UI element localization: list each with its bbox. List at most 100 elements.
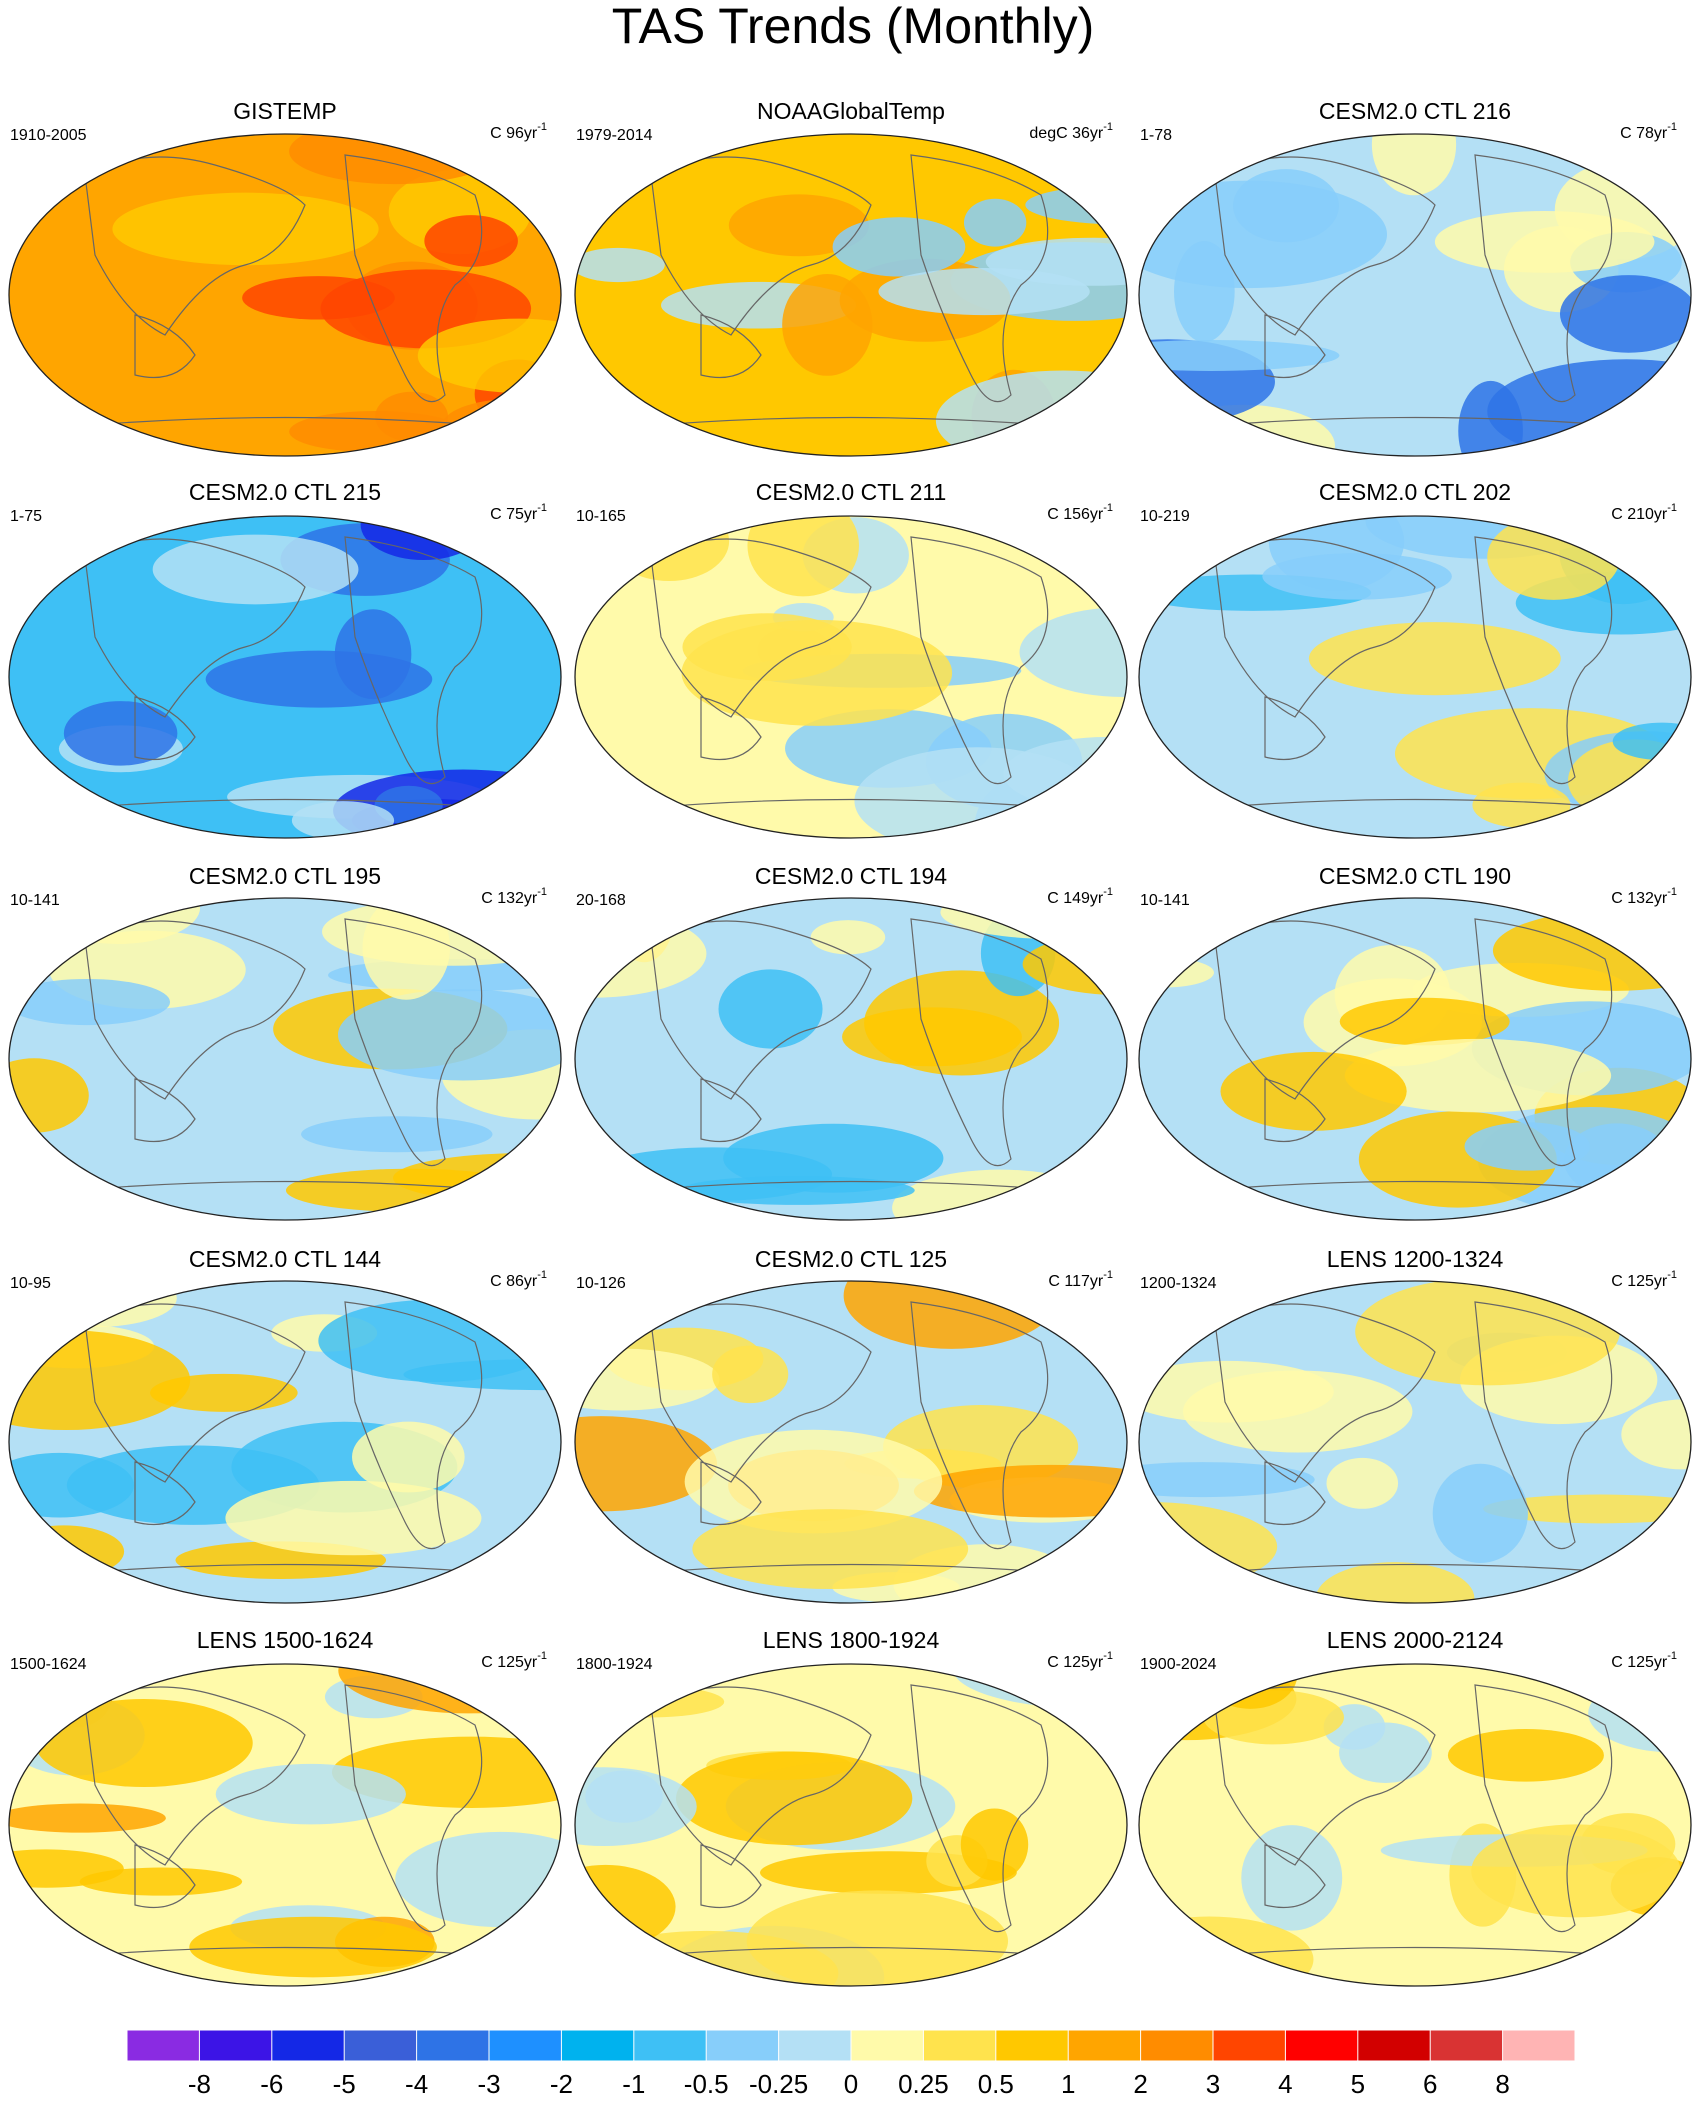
- map-panel: LENS 1500-1624 1500-1624 C 125yr-1: [8, 1627, 562, 1987]
- panel-period: 10-141: [1140, 892, 1190, 909]
- units-text: C 96yr: [490, 125, 538, 142]
- map-shading: [1315, 1562, 1475, 1603]
- map-shading: [395, 1831, 561, 1928]
- colorbar-label: 6: [1423, 2069, 1437, 2099]
- coastline: [1164, 536, 1666, 813]
- panel-title: CESM2.0 CTL 215: [189, 479, 381, 505]
- units-superscript: -1: [537, 502, 547, 514]
- panel-period: 20-168: [576, 892, 626, 909]
- panel-period: 10-141: [10, 892, 60, 909]
- panel-title: CESM2.0 CTL 190: [1319, 863, 1511, 889]
- map-field: [9, 516, 561, 838]
- units-superscript: -1: [1103, 1650, 1113, 1662]
- colorbar-box: [416, 2030, 490, 2061]
- map-panel: CESM2.0 CTL 190 10-141 C 132yr-1: [1138, 863, 1692, 1221]
- map-shading: [35, 1699, 253, 1788]
- map-shading: [225, 1480, 482, 1556]
- units-text: C 132yr: [1611, 890, 1668, 907]
- map-shading: [9, 1803, 166, 1833]
- panel-title: CESM2.0 CTL 211: [756, 479, 946, 505]
- panel-period: 1-75: [10, 508, 42, 525]
- panel-units: C 75yr-1: [490, 502, 547, 523]
- map-shading: [1339, 1722, 1432, 1783]
- map-shading: [575, 1864, 676, 1949]
- colorbar-label: -2: [550, 2069, 573, 2099]
- map-border: [574, 1280, 1128, 1604]
- colorbar: -8 -6 -5 -4 -3 -2 -1 -0.5 -0.25 0 0.25 0.5 1 2 3 4 5 6 8: [126, 2029, 1576, 2099]
- map-shading: [960, 1808, 1029, 1881]
- coastline: [34, 1684, 536, 1961]
- map-shading: [681, 619, 953, 726]
- map-border: [1138, 1663, 1692, 1987]
- map-shading: [352, 1421, 465, 1493]
- colorbar-box: [489, 2030, 562, 2061]
- map-shading: [1139, 1916, 1314, 1986]
- coastline: [1164, 154, 1666, 431]
- colorbar-box: [1140, 2030, 1214, 2061]
- colorbar-label: 5: [1351, 2069, 1365, 2099]
- map-shading: [1139, 543, 1214, 574]
- panel-period: 1-78: [1140, 127, 1172, 144]
- colorbar-label: -4: [405, 2069, 428, 2099]
- colorbar-label: 0: [844, 2069, 858, 2099]
- map-shading: [79, 1867, 243, 1896]
- map-shading: [692, 1509, 969, 1589]
- units-text: C 125yr: [1611, 1654, 1668, 1671]
- map-panel: LENS 2000-2124 1900-2024 C 125yr-1: [1138, 1627, 1692, 1987]
- colorbar-label: 8: [1495, 2069, 1509, 2099]
- map-border: [8, 515, 562, 839]
- units-text: degC 36yr: [1029, 125, 1103, 142]
- panel-units: C 156yr-1: [1047, 502, 1113, 523]
- map-shading: [1434, 210, 1655, 273]
- map-shading: [301, 1116, 493, 1153]
- map-shading: [337, 989, 561, 1081]
- units-text: C 125yr: [1047, 1654, 1104, 1671]
- units-text: C 210yr: [1611, 506, 1668, 523]
- map-field: [9, 134, 561, 456]
- map-shading: [892, 1169, 1109, 1220]
- panel-period: 1910-2005: [10, 127, 87, 144]
- units-superscript: -1: [1103, 502, 1113, 514]
- units-superscript: -1: [1103, 1269, 1113, 1281]
- panel-title: LENS 1800-1924: [763, 1627, 940, 1653]
- map-border: [8, 1280, 562, 1604]
- panel-units: C 132yr-1: [1611, 886, 1677, 907]
- panel-title: GISTEMP: [233, 98, 337, 124]
- colorbar-box: [1357, 2030, 1431, 2061]
- panel-units: C 86yr-1: [490, 1269, 547, 1290]
- map-panel: CESM2.0 CTL 125 10-126 C 117yr-1: [574, 1246, 1128, 1604]
- colorbar-label: -1: [622, 2069, 645, 2099]
- panel-period: 10-95: [10, 1275, 51, 1292]
- map-field: [575, 1664, 1127, 1986]
- map-field: [1139, 516, 1691, 838]
- colorbar-box: [778, 2030, 852, 2061]
- coastline: [600, 1301, 1102, 1578]
- units-superscript: -1: [1667, 886, 1677, 898]
- units-superscript: -1: [1667, 121, 1677, 133]
- map-shading: [1464, 1122, 1590, 1171]
- map-shading: [575, 247, 665, 283]
- units-superscript: -1: [1103, 121, 1113, 133]
- map-shading: [575, 1348, 720, 1411]
- colorbar-box: [851, 2030, 924, 2061]
- figure-title: TAS Trends (Monthly): [612, 0, 1095, 54]
- map-shading: [843, 1281, 1060, 1349]
- colorbar-box: [344, 2030, 418, 2061]
- map-shading: [1344, 1038, 1612, 1113]
- map-panel: CESM2.0 CTL 202 10-219 C 210yr-1: [1138, 479, 1692, 839]
- map-panel: LENS 1800-1924 1800-1924 C 125yr-1: [574, 1627, 1128, 1987]
- colorbar-label: 3: [1206, 2069, 1220, 2099]
- map-field: [9, 898, 561, 1220]
- map-shading: [9, 408, 71, 453]
- map-field: [575, 134, 1127, 456]
- map-shading: [1355, 1281, 1620, 1386]
- panel-period: 1900-2024: [1140, 1656, 1217, 1673]
- colorbar-box: [1213, 2030, 1286, 2061]
- colorbar-box: [127, 2030, 200, 2061]
- map-shading: [36, 898, 201, 944]
- map-shading: [215, 1763, 406, 1825]
- map-shading: [684, 1429, 943, 1534]
- map-shading: [1150, 404, 1336, 456]
- units-text: C 78yr: [1620, 125, 1668, 142]
